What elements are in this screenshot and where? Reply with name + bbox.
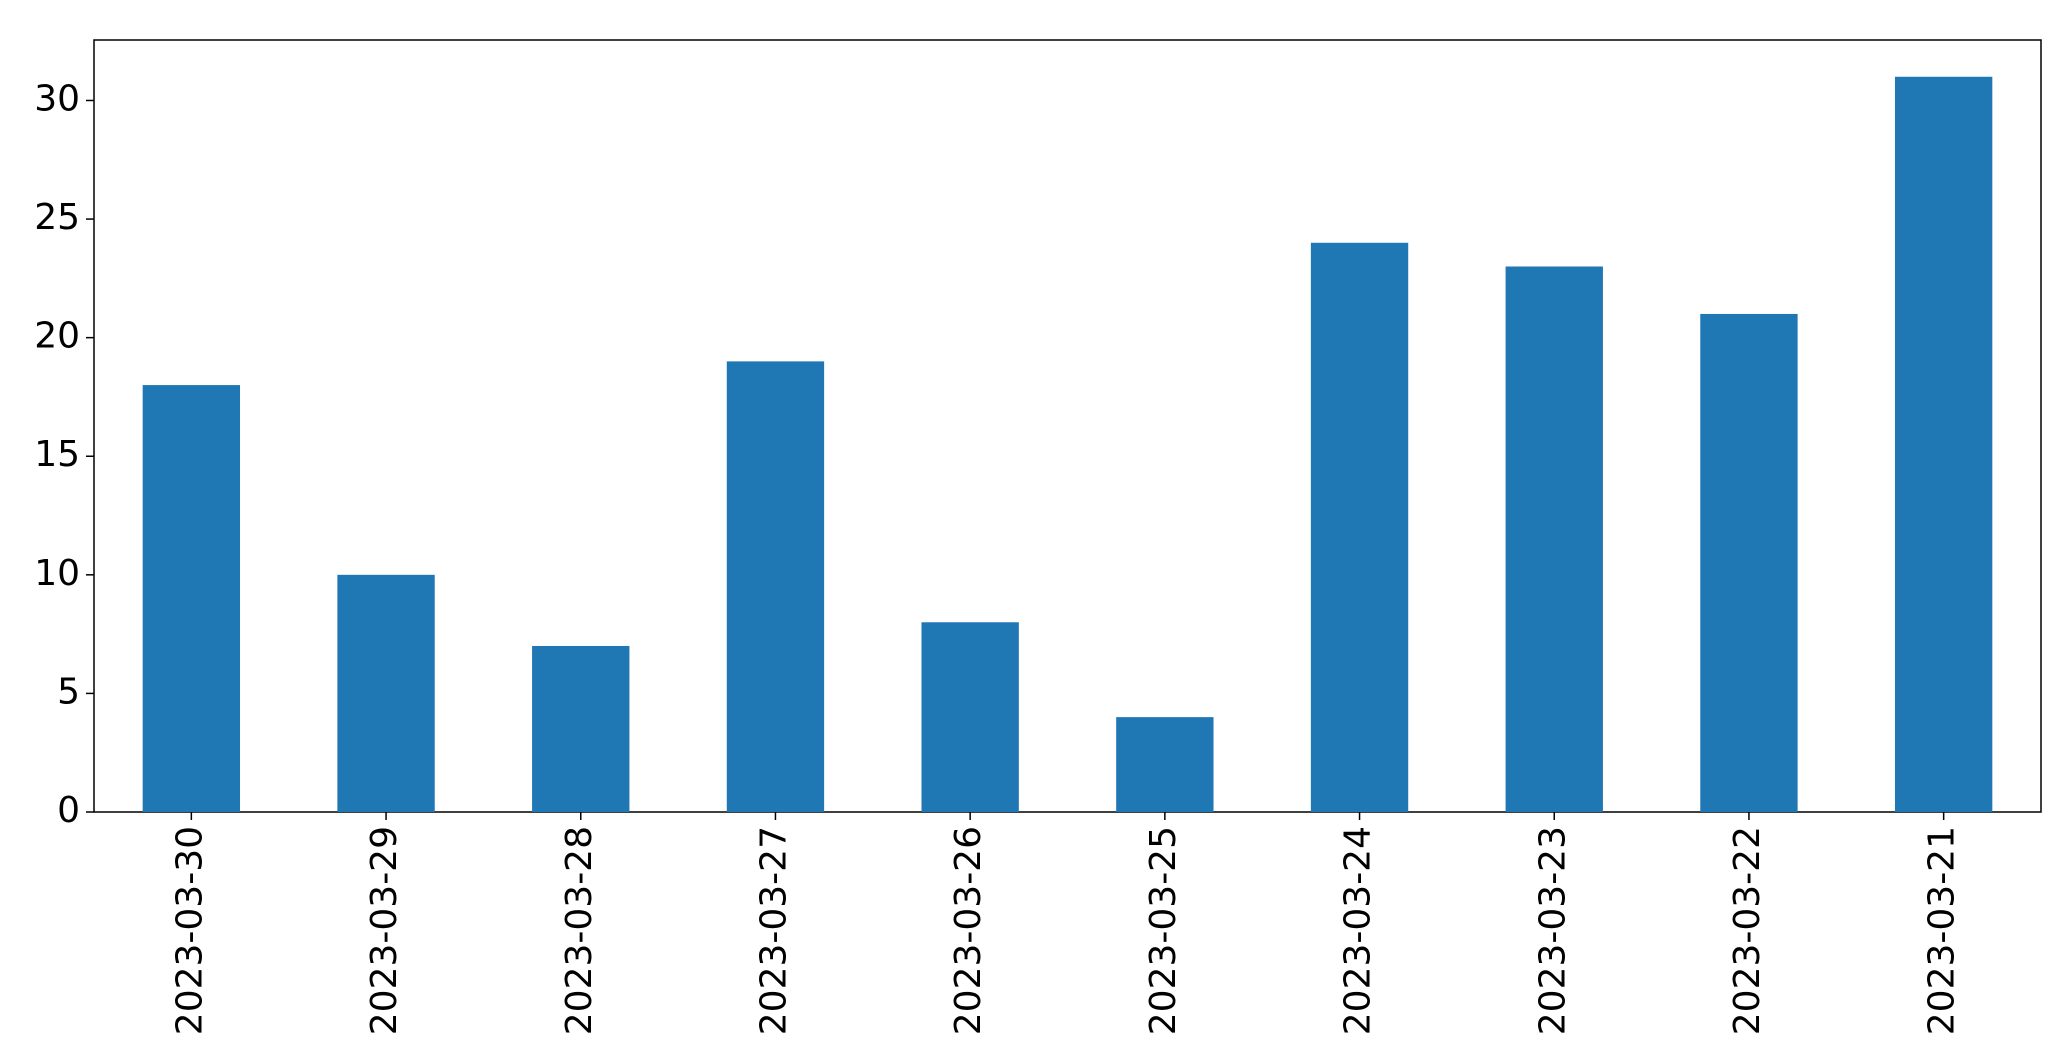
x-tick-label: 2023-03-22 — [1727, 826, 1768, 1035]
bar — [1505, 266, 1603, 813]
x-tick-label: 2023-03-28 — [559, 826, 600, 1035]
x-tick-label: 2023-03-25 — [1143, 826, 1184, 1035]
y-tick-label: 15 — [34, 434, 80, 475]
bar — [1700, 313, 1798, 812]
y-tick-label: 25 — [34, 197, 80, 238]
x-tick-label: 2023-03-24 — [1338, 826, 1379, 1035]
y-tick-label: 30 — [34, 78, 80, 119]
x-tick-label: 2023-03-26 — [948, 826, 989, 1035]
bar — [532, 645, 630, 812]
bar — [142, 385, 241, 812]
x-tick-label: 2023-03-30 — [169, 826, 210, 1035]
bar — [726, 361, 825, 812]
y-tick-label: 20 — [34, 316, 80, 357]
y-tick-label: 0 — [57, 790, 80, 831]
bar — [1116, 717, 1214, 812]
y-tick-label: 5 — [57, 671, 80, 712]
bar — [337, 574, 435, 812]
y-tick-label: 10 — [34, 553, 80, 594]
x-tick-label: 2023-03-23 — [1532, 826, 1573, 1035]
plot-frame — [93, 39, 2042, 813]
bar — [1310, 242, 1409, 812]
x-tick-label: 2023-03-27 — [753, 826, 794, 1035]
bar — [1894, 76, 1993, 812]
bar — [921, 622, 1019, 812]
x-tick-label: 2023-03-21 — [1922, 826, 1963, 1035]
x-tick-label: 2023-03-29 — [364, 826, 405, 1035]
